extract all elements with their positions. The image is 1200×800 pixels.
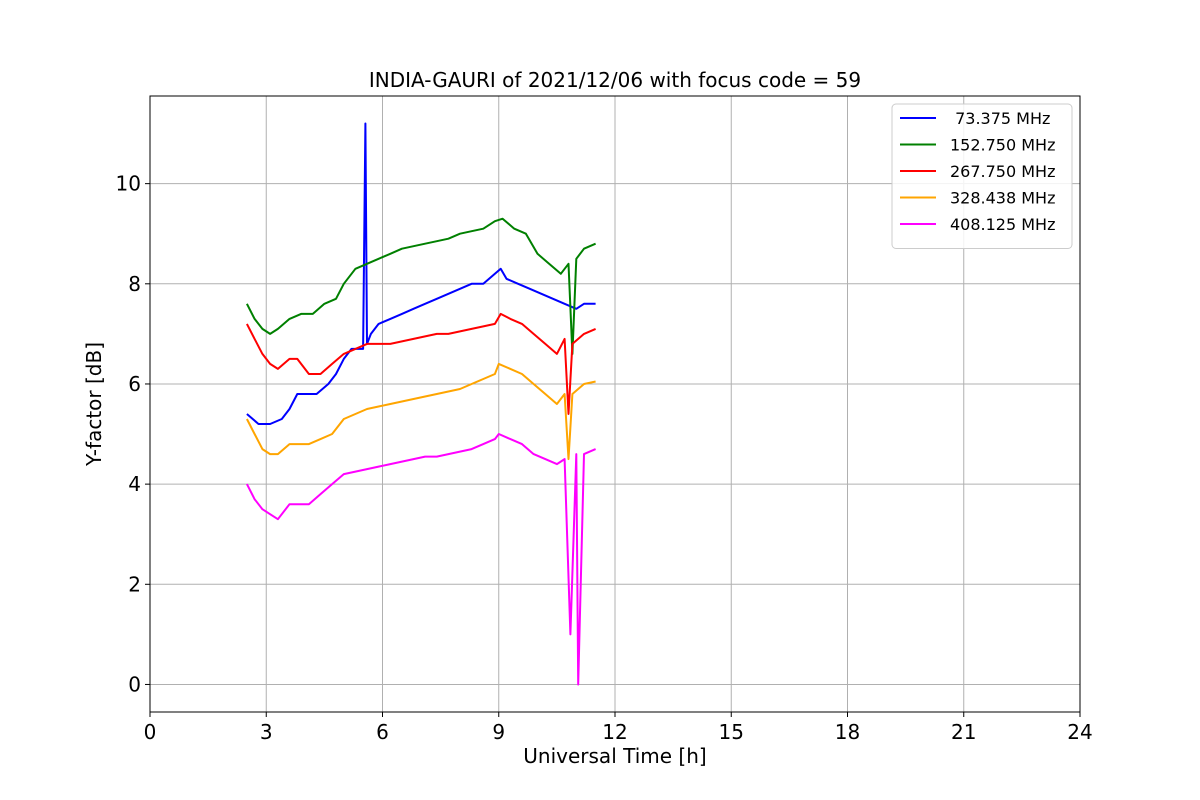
- x-tick-label: 0: [144, 720, 157, 744]
- legend-label: 328.438 MHz: [950, 189, 1055, 208]
- y-tick-label: 10: [116, 172, 141, 196]
- legend-label: 267.750 MHz: [950, 162, 1055, 181]
- y-tick-label: 6: [128, 372, 141, 396]
- series-line-3: [246, 362, 596, 461]
- y-tick-label: 4: [128, 472, 141, 496]
- y-axis-ticks: 0 2 4 6 8 10: [116, 172, 150, 696]
- x-tick-label: 9: [492, 720, 505, 744]
- series-lines: [246, 122, 596, 686]
- y-tick-label: 8: [128, 272, 141, 296]
- series-line-1: [246, 217, 596, 355]
- series-line-0: [246, 122, 596, 425]
- y-tick-label: 2: [128, 572, 141, 596]
- legend: 73.375 MHz 152.750 MHz 267.750 MHz 328.438 …: [891, 103, 1073, 249]
- x-axis-ticks: 0 3 6 9 12 15 18 21 24: [144, 712, 1093, 744]
- x-tick-label: 24: [1067, 720, 1092, 744]
- x-tick-label: 15: [719, 720, 744, 744]
- legend-label: 152.750 MHz: [950, 136, 1055, 155]
- chart-title: INDIA-GAURI of 2021/12/06 with focus cod…: [369, 68, 861, 92]
- legend-label: 408.125 MHz: [950, 215, 1055, 234]
- y-tick-label: 0: [128, 672, 141, 696]
- x-tick-label: 3: [260, 720, 273, 744]
- legend-box: [891, 103, 1073, 249]
- series-line-4: [246, 433, 596, 686]
- x-tick-label: 21: [951, 720, 976, 744]
- x-tick-label: 12: [602, 720, 627, 744]
- x-tick-label: 6: [376, 720, 389, 744]
- x-tick-label: 18: [835, 720, 860, 744]
- legend-label: 73.375 MHz: [950, 109, 1050, 128]
- x-axis-label: Universal Time [h]: [523, 744, 706, 768]
- series-line-2: [246, 312, 596, 415]
- y-axis-label: Y-factor [dB]: [82, 342, 106, 467]
